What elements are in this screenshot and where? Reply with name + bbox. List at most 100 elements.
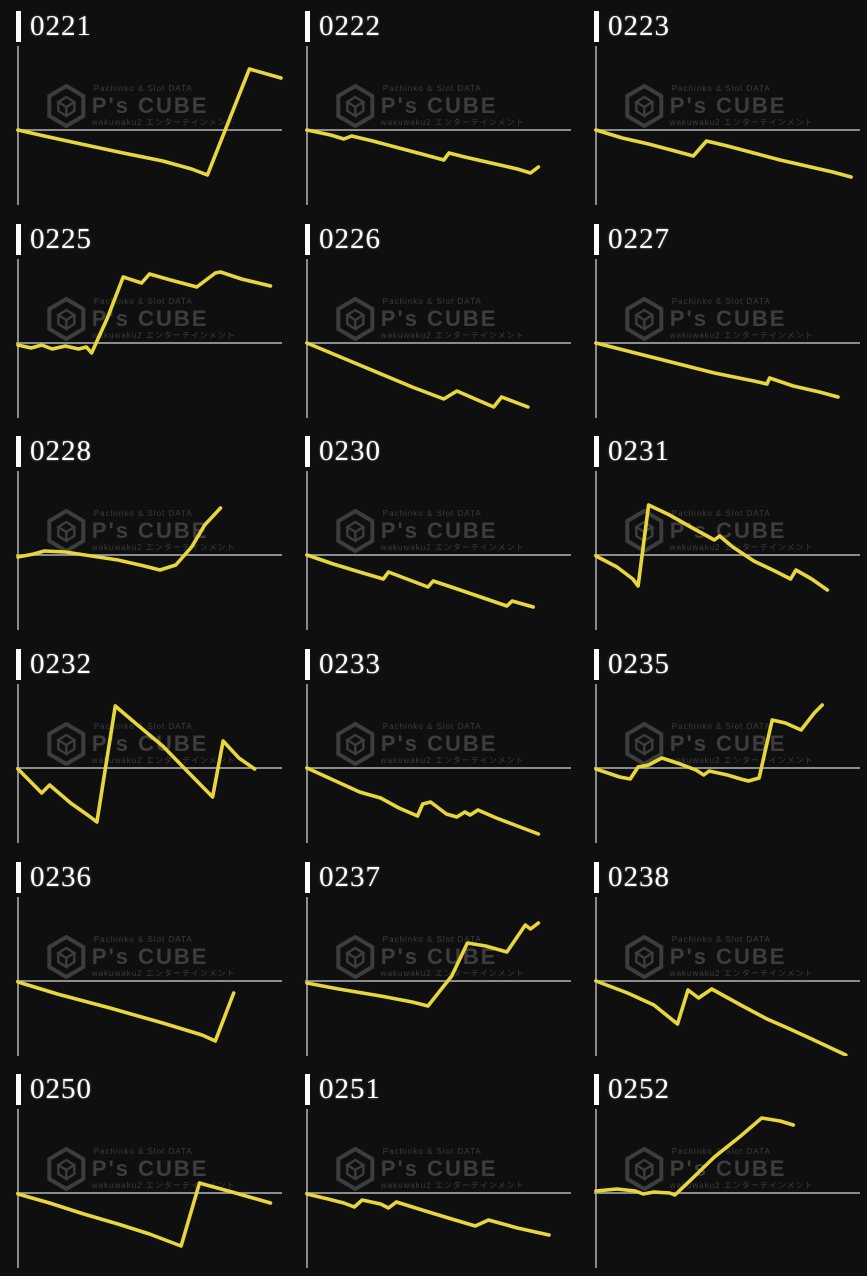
ps-cube-watermark: Pachinko & Slot DATA P's CUBE wakuwaku2 … (46, 1147, 236, 1192)
machine-label-row: 0250 (16, 1073, 92, 1106)
ps-cube-hexagon-logo-icon (335, 296, 374, 341)
ps-cube-watermark: Pachinko & Slot DATA P's CUBE wakuwaku2 … (335, 1147, 525, 1192)
machine-chart-cell[interactable]: 0225 Pachinko & Slot DATA P's CUBE wakuw… (0, 213, 289, 426)
watermark-top-text: Pachinko & Slot DATA (93, 722, 193, 731)
payout-line-series (16, 67, 283, 177)
machine-chart-cell[interactable]: 0252 Pachinko & Slot DATA P's CUBE wakuw… (578, 1063, 867, 1276)
watermark-top-text: Pachinko & Slot DATA (671, 509, 771, 519)
machine-chart-cell[interactable]: 0227 Pachinko & Slot DATA P's CUBE wakuw… (578, 213, 867, 426)
machine-chart-cell[interactable]: 0237 Pachinko & Slot DATA P's CUBE wakuw… (289, 851, 578, 1064)
ps-cube-hexagon-logo-icon (624, 84, 663, 128)
watermark-main-text: P's CUBE (380, 1156, 498, 1182)
machine-label-row: 0228 (16, 436, 92, 468)
ps-cube-hexagon-logo-icon (624, 1147, 663, 1192)
machine-label-row: 0230 (305, 435, 381, 468)
ps-cube-hexagon-logo-icon (46, 1147, 85, 1192)
watermark-bottom-text: wakuwaku2 エンターテインメント (669, 330, 814, 340)
machine-label-row: 0235 (594, 649, 670, 680)
payout-sparkline-chart (16, 46, 283, 205)
watermark-main-text: P's CUBE (91, 305, 209, 331)
machine-chart-cell[interactable]: 0232 Pachinko & Slot DATA P's CUBE wakuw… (0, 638, 289, 851)
machine-chart-cell[interactable]: 0238 Pachinko & Slot DATA P's CUBE wakuw… (578, 851, 867, 1064)
label-accent-bar (594, 436, 599, 468)
watermark-bottom-text: wakuwaku2 エンターテインメント (669, 756, 814, 765)
machine-number-label: 0230 (319, 435, 381, 468)
watermark-text-block: Pachinko & Slot DATA P's CUBE wakuwaku2 … (381, 1148, 525, 1190)
machine-chart-cell[interactable]: 0222 Pachinko & Slot DATA P's CUBE wakuw… (289, 0, 578, 213)
label-accent-bar (594, 1074, 599, 1106)
machine-chart-cell[interactable]: 0228 Pachinko & Slot DATA P's CUBE wakuw… (0, 425, 289, 638)
payout-sparkline-chart (16, 258, 282, 418)
watermark-text-block: Pachinko & Slot DATA P's CUBE wakuwaku2 … (669, 297, 814, 340)
payout-sparkline-chart (305, 896, 571, 1056)
payout-line-series (16, 704, 257, 824)
machine-chart-cell[interactable]: 0231 Pachinko & Slot DATA P's CUBE wakuw… (578, 425, 867, 638)
payout-sparkline-chart (305, 46, 571, 205)
label-accent-bar (16, 1074, 21, 1106)
machine-number-label: 0251 (319, 1073, 381, 1106)
watermark-top-text: Pachinko & Slot DATA (382, 509, 482, 519)
watermark-main-text: P's CUBE (380, 943, 498, 969)
payout-line-series (16, 269, 273, 355)
machine-chart-cell[interactable]: 0221 Pachinko & Slot DATA P's CUBE wakuw… (0, 0, 289, 213)
watermark-main-text: P's CUBE (669, 731, 787, 756)
machine-label-row: 0251 (305, 1073, 381, 1106)
machine-label-row: 0236 (16, 861, 92, 893)
ps-cube-watermark: Pachinko & Slot DATA P's CUBE wakuwaku2 … (335, 509, 525, 554)
machine-chart-cell[interactable]: 0233 Pachinko & Slot DATA P's CUBE wakuw… (289, 638, 578, 851)
watermark-text-block: Pachinko & Slot DATA P's CUBE wakuwaku2 … (381, 85, 525, 127)
machine-number-label: 0233 (319, 648, 381, 680)
watermark-text-block: Pachinko & Slot DATA P's CUBE wakuwaku2 … (91, 935, 236, 978)
watermark-top-text: Pachinko & Slot DATA (382, 1147, 482, 1157)
payout-line-series (16, 1181, 273, 1249)
machine-label-row: 0238 (594, 861, 670, 893)
payout-sparkline-chart (594, 1109, 860, 1269)
machine-label-row: 0225 (16, 223, 92, 255)
watermark-text-block: Pachinko & Slot DATA P's CUBE wakuwaku2 … (670, 935, 814, 978)
machine-chart-cell[interactable]: 0235 Pachinko & Slot DATA P's CUBE wakuw… (578, 638, 867, 851)
label-accent-bar (305, 223, 310, 255)
watermark-text-block: Pachinko & Slot DATA P's CUBE wakuwaku2 … (92, 85, 236, 127)
machine-chart-cell[interactable]: 0250 Pachinko & Slot DATA P's CUBE wakuw… (0, 1063, 289, 1276)
watermark-text-block: Pachinko & Slot DATA P's CUBE wakuwaku2 … (92, 510, 236, 552)
machine-number-label: 0221 (30, 10, 92, 42)
machine-chart-cell[interactable]: 0223 Pachinko & Slot DATA P's CUBE wakuw… (578, 0, 867, 213)
ps-cube-hexagon-logo-icon (624, 722, 663, 766)
payout-line-series (305, 553, 535, 610)
machine-number-label: 0235 (608, 648, 670, 680)
payout-line-series (594, 128, 853, 179)
machine-label-row: 0223 (594, 11, 670, 42)
payout-sparkline-chart (16, 1109, 282, 1269)
machine-number-label: 0250 (30, 1073, 92, 1106)
watermark-top-text: Pachinko & Slot DATA (93, 296, 193, 306)
label-accent-bar (16, 649, 21, 680)
machine-chart-cell[interactable]: 0236 Pachinko & Slot DATA P's CUBE wakuw… (0, 851, 289, 1064)
payout-sparkline-chart (594, 896, 860, 1056)
machine-label-row: 0221 (16, 11, 92, 42)
payout-line-series (16, 979, 236, 1043)
ps-cube-hexagon-logo-icon (335, 84, 374, 128)
machine-label-row: 0237 (305, 861, 381, 893)
ps-cube-watermark: Pachinko & Slot DATA P's CUBE wakuwaku2 … (624, 722, 814, 766)
watermark-main-text: P's CUBE (380, 93, 498, 118)
watermark-main-text: P's CUBE (380, 518, 498, 544)
watermark-top-text: Pachinko & Slot DATA (93, 509, 193, 519)
payout-line-series (305, 128, 541, 175)
ps-cube-hexagon-logo-icon (335, 722, 374, 766)
watermark-main-text: P's CUBE (91, 943, 209, 969)
machine-chart-cell[interactable]: 0226 Pachinko & Slot DATA P's CUBE wakuw… (289, 213, 578, 426)
machine-chart-cell[interactable]: 0230 Pachinko & Slot DATA P's CUBE wakuw… (289, 425, 578, 638)
label-accent-bar (305, 11, 310, 42)
payout-line-series (594, 503, 830, 593)
payout-sparkline-chart (16, 471, 282, 631)
label-accent-bar (16, 436, 21, 468)
ps-cube-hexagon-logo-icon (335, 1147, 374, 1192)
payout-line-series (594, 703, 824, 783)
watermark-main-text: P's CUBE (91, 93, 209, 118)
payout-sparkline-chart (305, 1109, 571, 1269)
label-accent-bar (305, 1074, 310, 1106)
machine-chart-cell[interactable]: 0251 Pachinko & Slot DATA P's CUBE wakuw… (289, 1063, 578, 1276)
machine-label-row: 0232 (16, 649, 92, 680)
watermark-main-text: P's CUBE (380, 305, 498, 331)
